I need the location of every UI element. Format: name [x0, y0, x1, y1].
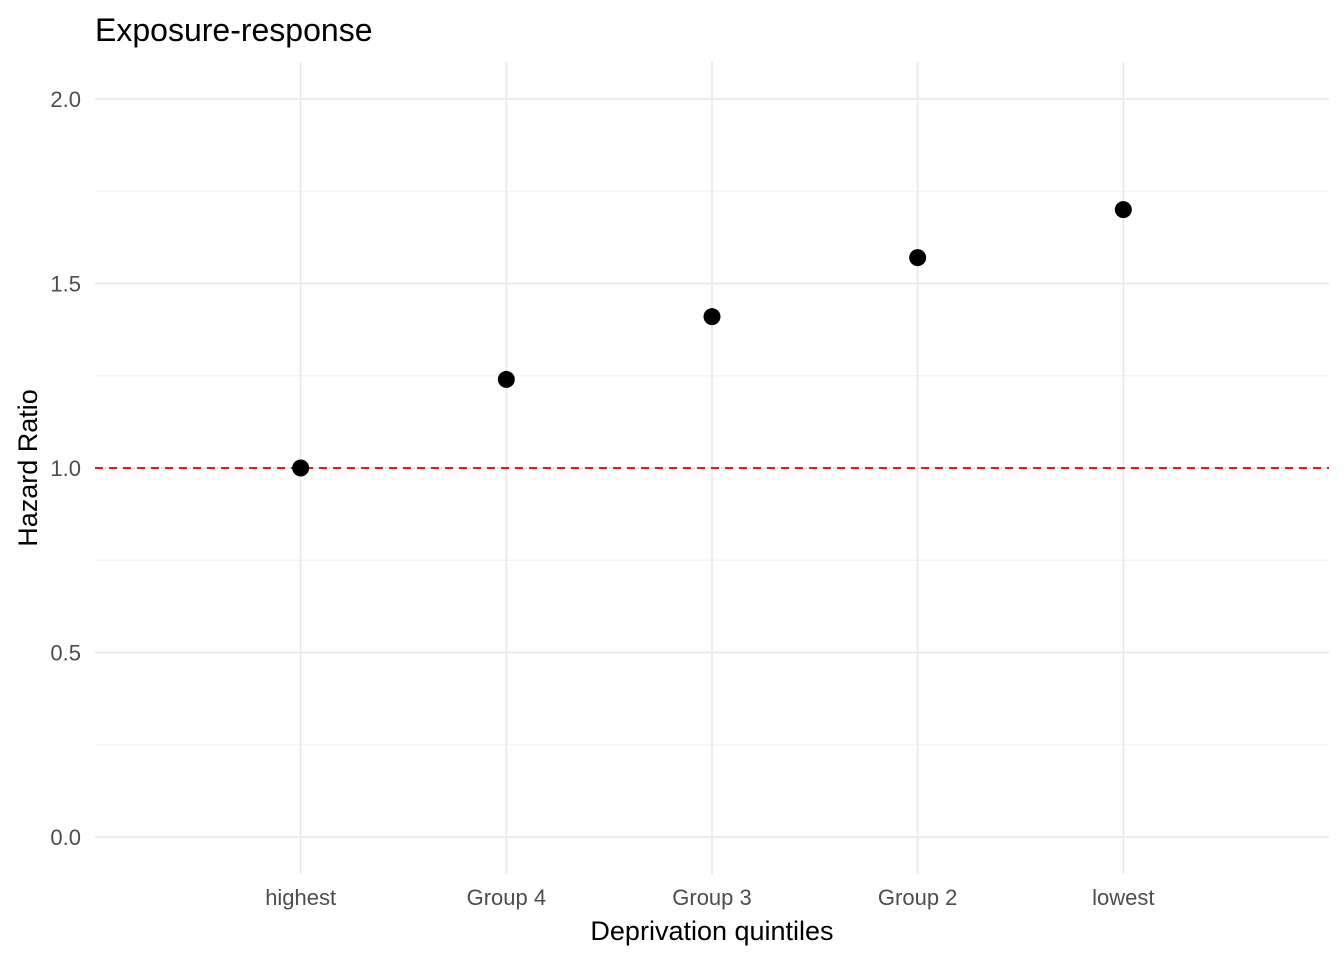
data-point — [909, 249, 927, 267]
x-tick-label: highest — [265, 885, 336, 910]
data-point — [1114, 201, 1132, 219]
x-axis-title: Deprivation quintiles — [590, 916, 833, 946]
x-axis-ticks: highest Group 4 Group 3 Group 2 lowest — [265, 885, 1154, 910]
data-point — [497, 370, 515, 388]
y-axis-title: Hazard Ratio — [13, 389, 43, 547]
data-points — [292, 201, 1132, 477]
x-tick-label: lowest — [1092, 885, 1154, 910]
data-point — [703, 308, 721, 326]
y-axis-ticks: 0.0 0.5 1.0 1.5 2.0 — [50, 87, 81, 850]
y-tick-label: 1.0 — [50, 456, 81, 481]
y-tick-label: 0.0 — [50, 825, 81, 850]
y-tick-label: 0.5 — [50, 641, 81, 666]
y-tick-label: 2.0 — [50, 87, 81, 112]
x-tick-label: Group 3 — [672, 885, 752, 910]
x-tick-label: Group 4 — [467, 885, 547, 910]
y-tick-label: 1.5 — [50, 271, 81, 296]
chart-title: Exposure-response — [95, 12, 372, 48]
data-point — [292, 459, 310, 477]
x-tick-label: Group 2 — [878, 885, 958, 910]
